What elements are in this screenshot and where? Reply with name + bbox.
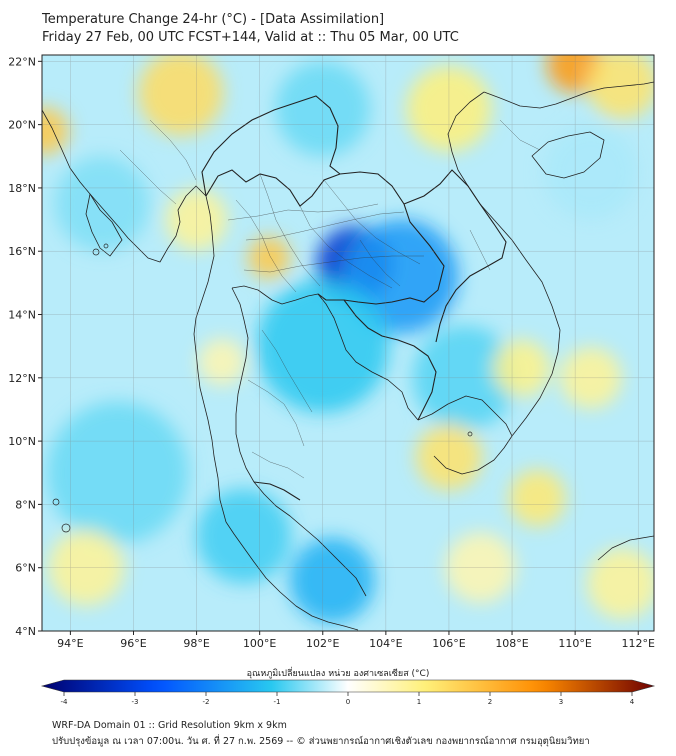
colorbar-tick-label-4: 0 xyxy=(346,698,350,706)
coastline-south-china xyxy=(483,81,654,109)
colorbar-tick-label-8: 4 xyxy=(630,698,635,706)
colorbar-ticks: -4 -3 -2 -1 0 1 2 3 4 xyxy=(61,692,635,706)
colorbar-tick-label-7: 3 xyxy=(559,698,563,706)
thailand-border xyxy=(201,95,507,501)
colorbar-tick-label-2: -2 xyxy=(203,698,210,706)
province-borders xyxy=(119,119,541,479)
anomaly-cell-19 xyxy=(493,339,550,397)
lat-label-9: 4°N xyxy=(15,625,36,638)
coastline-andaman-west-malaysia xyxy=(225,521,359,631)
lon-label-7: 108°E xyxy=(495,637,528,650)
anomaly-cell-15 xyxy=(42,107,69,155)
islands xyxy=(52,243,473,533)
anomaly-blobs xyxy=(42,55,654,624)
lat-label-2: 18°N xyxy=(8,182,36,195)
lon-label-6: 106°E xyxy=(432,637,465,650)
island-nicobar-1 xyxy=(52,498,60,506)
plot-frame xyxy=(41,54,655,632)
anomaly-cell-9 xyxy=(543,124,639,220)
coastline-hainan xyxy=(531,131,605,179)
anomaly-cell-7 xyxy=(275,61,371,157)
lat-label-0: 22°N xyxy=(8,55,36,68)
anomaly-cell-8 xyxy=(412,325,517,431)
colorbar-tick-label-3: -1 xyxy=(274,698,281,706)
anomaly-cell-13 xyxy=(138,55,224,136)
anomaly-cell-24 xyxy=(445,532,516,604)
lat-label-6: 10°N xyxy=(8,435,36,448)
border-myanmar-laos-china xyxy=(201,95,341,197)
border-laos-vietnam xyxy=(403,169,507,343)
anomaly-cell-5 xyxy=(46,401,189,544)
coastline-lower-myanmar-delta xyxy=(85,193,123,257)
anomaly-cell-11 xyxy=(586,55,654,120)
border-malaysia-thailand xyxy=(253,481,301,501)
coastline-cambodia-vietnam-south xyxy=(417,395,513,475)
footer-update-credit: ปรับปรุงข้อมูล ณ เวลา 07:00น. วัน ศ. ที่… xyxy=(52,736,590,747)
island-andaman-1 xyxy=(92,248,100,256)
footer-model-info: WRF-DA Domain 01 :: Grid Resolution 9km … xyxy=(52,720,287,731)
anomaly-cell-17 xyxy=(415,423,483,491)
longitude-axis: 94°E 96°E 98°E 100°E 102°E 104°E 106°E 108°E 110… xyxy=(57,631,655,650)
anomaly-cell-22 xyxy=(586,547,654,620)
lon-label-3: 100°E xyxy=(243,637,276,650)
anomaly-cell-12 xyxy=(406,66,492,152)
coastline-gulf-of-thailand-west xyxy=(231,287,367,597)
lat-label-8: 6°N xyxy=(15,562,36,575)
lat-label-5: 12°N xyxy=(8,372,36,385)
lon-label-2: 98°E xyxy=(183,637,209,650)
field-layer xyxy=(42,55,654,631)
anomaly-cell-21 xyxy=(48,529,125,606)
lon-label-4: 102°E xyxy=(306,637,339,650)
lat-label-3: 16°N xyxy=(8,245,36,258)
anomaly-cell-20 xyxy=(560,346,622,409)
colorbar-tick-label-0: -4 xyxy=(61,698,69,706)
lon-label-5: 104°E xyxy=(369,637,402,650)
anomaly-cell-18 xyxy=(508,469,566,527)
colorbar-tick-label-6: 2 xyxy=(488,698,492,706)
lon-label-1: 96°E xyxy=(120,637,146,650)
graticule xyxy=(42,55,654,632)
coastline-gulf-of-thailand-north xyxy=(231,285,419,421)
lon-label-9: 112°E xyxy=(622,637,655,650)
coastlines xyxy=(42,81,654,631)
chart-subtitle: Friday 27 Feb, 00 UTC FCST+144, Valid at… xyxy=(42,30,459,45)
colorbar-tick-label-1: -3 xyxy=(132,698,139,706)
chart-title: Temperature Change 24-hr (°C) - [Data As… xyxy=(42,12,385,27)
colorbar: -4 -3 -2 -1 0 1 2 3 4 xyxy=(40,679,656,706)
border-cambodia xyxy=(343,299,437,421)
lon-label-0: 94°E xyxy=(57,637,83,650)
anomaly-cell-6 xyxy=(54,156,150,252)
anomaly-cell-23 xyxy=(198,338,246,386)
border-thailand-outline xyxy=(205,169,445,305)
anomaly-cell-3 xyxy=(289,537,375,624)
colorbar-body xyxy=(40,679,656,693)
island-andaman-2 xyxy=(103,243,109,249)
island-con-dao xyxy=(467,431,473,437)
anomaly-cell-2 xyxy=(256,279,390,413)
latitude-axis: 22°N 20°N 18°N 16°N 14°N 12°N 10°N 8°N 6°N 4°N xyxy=(8,55,42,638)
anomaly-cell-4 xyxy=(196,488,292,584)
lat-label-7: 8°N xyxy=(15,498,36,511)
coastline-bay-of-bengal-east xyxy=(42,109,227,523)
coastline-vietnam-east xyxy=(447,91,561,437)
colorbar-tick-label-5: 1 xyxy=(417,698,421,706)
lat-label-4: 14°N xyxy=(8,309,36,322)
colorbar-title: อุณหภูมิเปลี่ยนแปลง หน่วย องศาเซลเซียส (… xyxy=(246,669,430,679)
island-nicobar-2 xyxy=(61,523,71,533)
anomaly-cell-14 xyxy=(247,236,291,279)
lat-label-1: 20°N xyxy=(8,119,36,132)
lon-label-8: 110°E xyxy=(558,637,591,650)
coastline-borneo xyxy=(597,535,654,561)
